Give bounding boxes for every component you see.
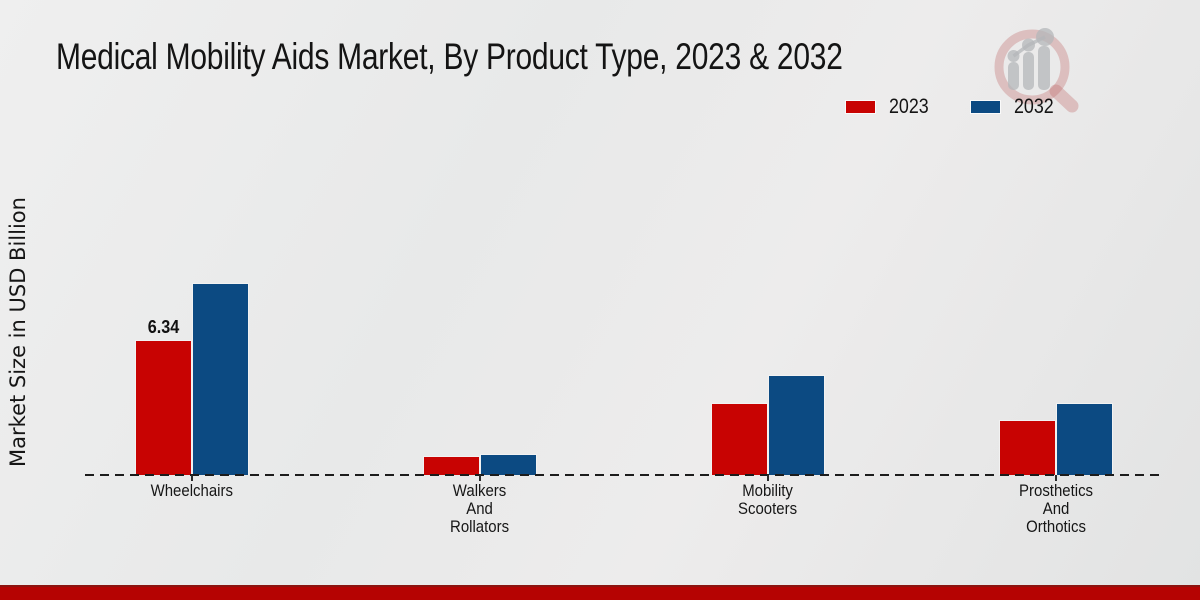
legend: 2023 2032 [845,95,1060,119]
bar-2032-prosthetics-and-orthotics [1056,402,1113,475]
category-label-walkers-and-rollators: Walkers And Rollators [450,481,510,536]
axis-tick-wheelchairs [191,475,193,481]
legend-swatch-2023 [845,100,876,114]
bar-2032-wheelchairs [192,283,249,475]
category-label-mobility-scooters: Mobility Scooters [738,481,798,518]
bar-2023-wheelchairs [135,340,192,475]
legend-swatch-2032 [969,100,1001,114]
chart-title: Medical Mobility Aids Market, By Product… [56,36,843,77]
legend-label: 2023 [889,95,929,118]
axis-tick-prosthetics-and-orthotics [1055,475,1057,481]
bar-2023-mobility-scooters [711,402,768,475]
bar-2032-walkers-and-rollators [480,453,537,475]
bar-value-label-2023-wheelchairs: 6.34 [147,317,180,337]
axis-tick-mobility-scooters [767,475,769,481]
bar-2023-walkers-and-rollators [423,455,480,475]
x-axis-baseline [85,474,1163,476]
bar-2032-mobility-scooters [768,374,825,475]
category-label-prosthetics-and-orthotics: Prosthetics And Orthotics [1018,481,1094,536]
category-label-wheelchairs: Wheelchairs [150,481,234,500]
footer-accent-bar [0,585,1200,600]
legend-label: 2032 [1013,95,1054,118]
bar-2023-prosthetics-and-orthotics [999,419,1056,475]
legend-item-2032: 2032 [969,95,1061,119]
legend-item-2023: 2023 [845,95,936,119]
axis-tick-walkers-and-rollators [479,475,481,481]
magnifier-bar-chart-logo-icon [994,28,1079,113]
